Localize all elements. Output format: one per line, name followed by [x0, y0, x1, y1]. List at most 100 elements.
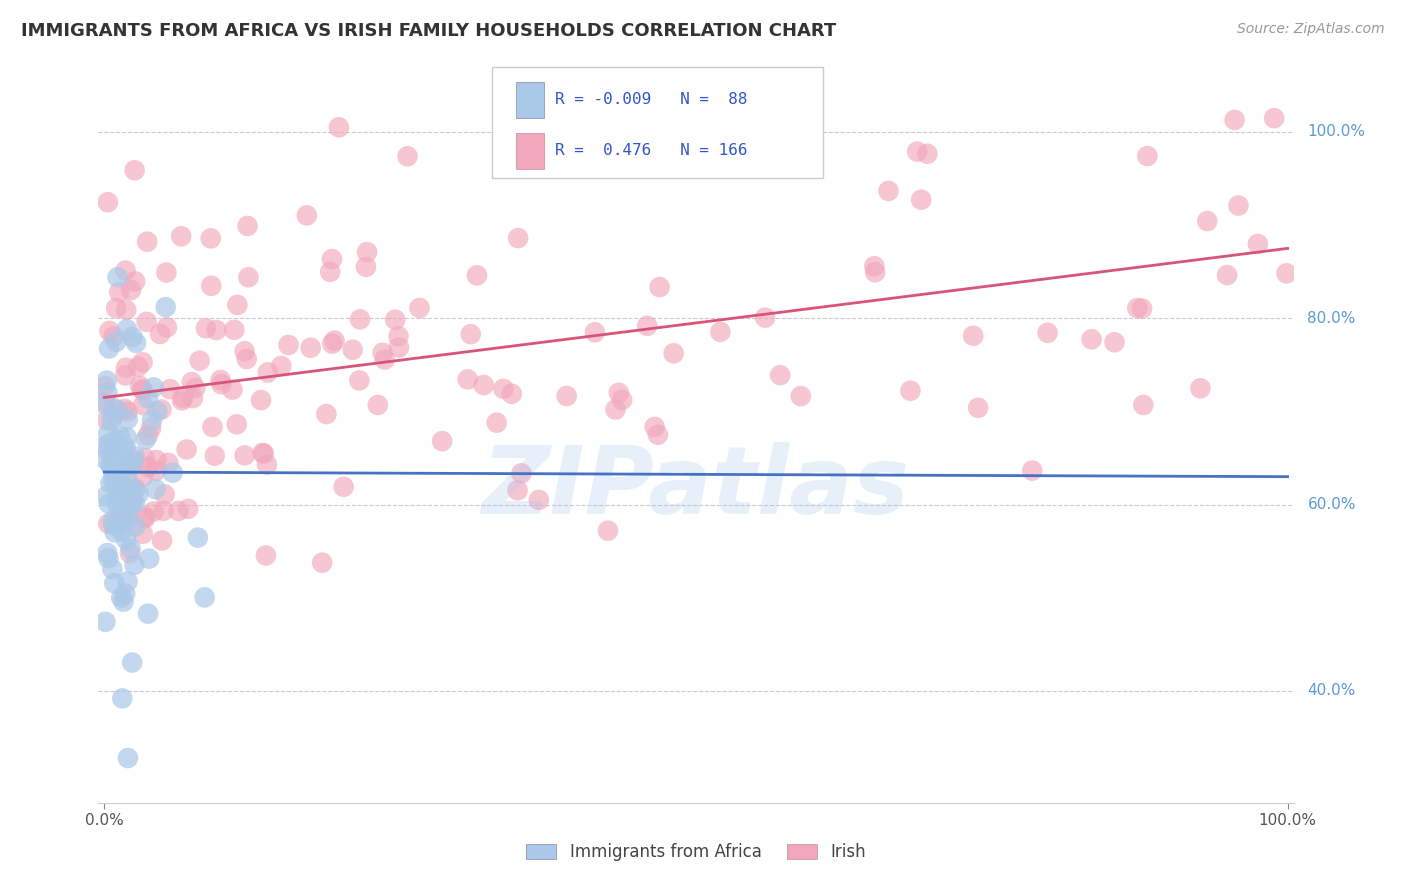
Text: ZIPatlas: ZIPatlas [482, 442, 910, 534]
Point [583, 326, 606, 340]
Point [238, 270, 260, 285]
Point [754, 310, 776, 325]
Point [103, 467, 125, 482]
Point [172, 391, 194, 405]
Point [138, 551, 160, 566]
Point [118, 546, 141, 560]
Point [124, 450, 146, 464]
Point [105, 457, 128, 471]
Point [105, 301, 128, 315]
Point [188, 353, 211, 368]
Point [648, 280, 671, 294]
Point [555, 389, 578, 403]
Point [108, 489, 131, 503]
Point [98, 342, 121, 356]
Point [136, 391, 159, 405]
Point [877, 184, 900, 198]
Point [472, 378, 495, 392]
Point [117, 751, 139, 765]
Point [141, 414, 163, 428]
Point [252, 446, 274, 460]
Point [103, 329, 125, 343]
Point [93, 439, 115, 453]
Point [127, 359, 149, 374]
Point [101, 514, 124, 528]
Point [132, 398, 155, 412]
Point [153, 487, 176, 501]
Point [250, 393, 273, 408]
Point [103, 409, 125, 424]
Point [485, 416, 508, 430]
Point [97, 497, 120, 511]
Point [124, 482, 146, 496]
Point [205, 323, 228, 337]
Text: Source: ZipAtlas.com: Source: ZipAtlas.com [1237, 22, 1385, 37]
Point [1247, 236, 1270, 251]
Point [114, 368, 136, 383]
Point [96, 489, 118, 503]
Point [100, 414, 122, 428]
Point [374, 352, 396, 367]
Point [103, 474, 125, 488]
Point [120, 497, 142, 511]
Point [117, 412, 139, 426]
Point [709, 325, 731, 339]
Point [647, 427, 669, 442]
Point [354, 260, 377, 274]
Point [187, 531, 209, 545]
Point [769, 368, 792, 383]
Point [97, 551, 120, 566]
Point [124, 163, 146, 178]
Point [103, 438, 125, 452]
Point [96, 413, 118, 427]
Point [98, 436, 121, 450]
Point [100, 476, 122, 491]
Point [863, 265, 886, 279]
Point [110, 484, 132, 499]
Point [101, 401, 124, 415]
Point [136, 428, 159, 442]
Point [295, 208, 318, 222]
Point [221, 383, 243, 397]
Point [905, 145, 928, 159]
Point [181, 391, 204, 405]
Point [209, 377, 232, 392]
Point [910, 193, 932, 207]
Point [226, 298, 249, 312]
Point [636, 318, 658, 333]
Point [492, 382, 515, 396]
Point [111, 691, 134, 706]
Point [107, 402, 129, 417]
Point [110, 591, 132, 605]
Point [162, 466, 184, 480]
Point [277, 338, 299, 352]
Point [111, 465, 134, 479]
Point [180, 375, 202, 389]
Point [225, 417, 247, 432]
Point [1263, 111, 1285, 125]
Point [254, 549, 277, 563]
Point [96, 385, 118, 400]
Point [155, 266, 177, 280]
Point [135, 315, 157, 329]
Point [150, 533, 173, 548]
Point [124, 496, 146, 510]
Point [111, 514, 134, 528]
Point [105, 441, 128, 455]
Point [97, 516, 120, 531]
Point [1036, 326, 1059, 340]
Point [1197, 214, 1219, 228]
Point [235, 351, 257, 366]
Point [176, 442, 198, 457]
Point [115, 481, 138, 495]
Point [167, 504, 190, 518]
Point [1021, 464, 1043, 478]
Text: 100.0%: 100.0% [1308, 124, 1365, 139]
Point [863, 259, 886, 273]
Point [200, 231, 222, 245]
Point [134, 511, 156, 525]
Point [131, 526, 153, 541]
Point [94, 452, 117, 467]
Point [917, 146, 939, 161]
Point [114, 401, 136, 416]
